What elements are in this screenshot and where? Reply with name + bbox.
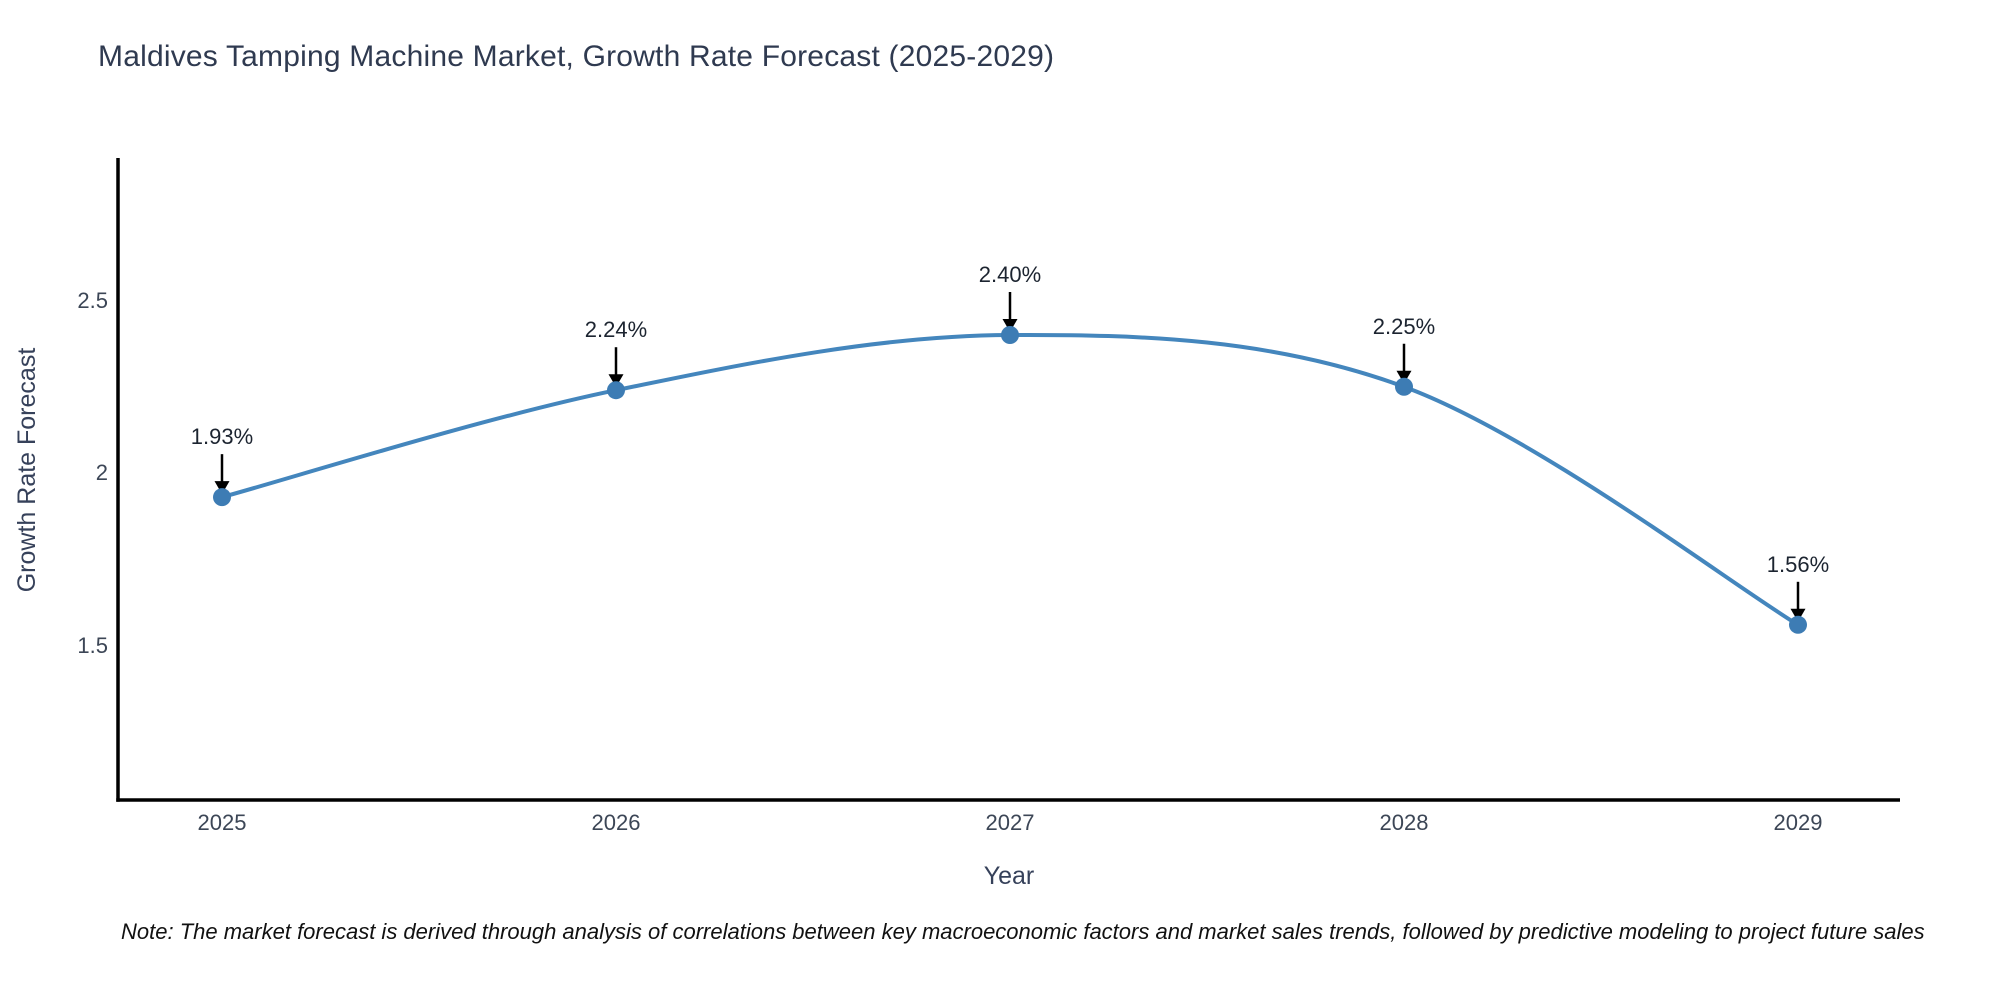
annotation-arrowhead-icon	[1790, 608, 1806, 622]
x-tick-label: 2025	[197, 810, 247, 835]
point-value-label: 2.40%	[978, 262, 1042, 287]
point-value-label: 2.25%	[1372, 313, 1436, 339]
y-tick-label: 2.5	[77, 287, 108, 313]
annotation-arrowhead-icon	[214, 481, 230, 495]
data-point-marker[interactable]	[1789, 615, 1807, 634]
point-value-label: 1.93%	[190, 424, 254, 450]
y-tick-label: 1.5	[77, 632, 108, 658]
x-tick-label: 2026	[591, 810, 641, 835]
x-tick-label: 2029	[1773, 810, 1823, 835]
footnote: Note: The market forecast is derived thr…	[121, 919, 1925, 944]
point-value-label: 2.24%	[584, 317, 648, 343]
x-tick-label: 2027	[985, 810, 1035, 835]
data-point-marker[interactable]	[607, 381, 625, 400]
point-value-label: 1.56%	[1766, 551, 1830, 577]
forecast-line	[220, 332, 1800, 627]
data-point-marker[interactable]	[1001, 326, 1019, 344]
data-point-marker[interactable]	[213, 488, 231, 507]
x-axis-title: Year	[983, 862, 1035, 890]
annotation-arrowhead-icon	[1396, 370, 1412, 384]
x-tick-label: 2028	[1379, 810, 1429, 835]
chart-title: Maldives Tamping Machine Market, Growth …	[98, 40, 1055, 73]
annotation-arrowhead-icon	[608, 374, 624, 388]
y-tick-label: 2	[95, 460, 108, 485]
data-point-marker[interactable]	[1395, 377, 1413, 396]
annotation-arrowhead-icon	[1002, 319, 1018, 332]
